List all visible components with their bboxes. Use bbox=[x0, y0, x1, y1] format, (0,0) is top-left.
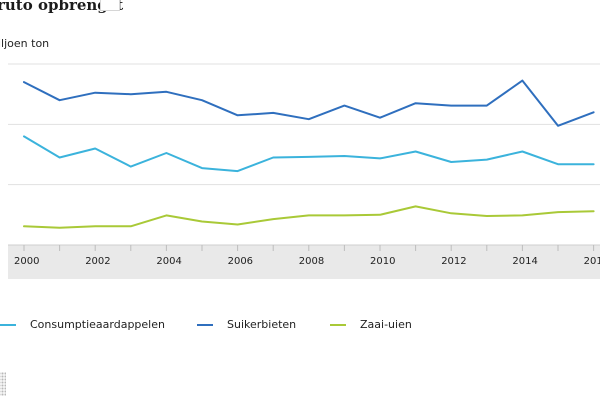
chart-legend: Consumptieaardappelen Suikerbieten Zaai-… bbox=[0, 318, 600, 338]
series-line-consumptieaardappelen bbox=[23, 135, 595, 173]
x-tick-label: 2012 bbox=[441, 256, 466, 267]
x-tick-label: 2000 bbox=[14, 256, 39, 267]
x-tick-label: 2008 bbox=[299, 256, 324, 267]
x-tick-label: 2014 bbox=[512, 256, 537, 267]
legend-label-suikerbieten: Suikerbieten bbox=[227, 318, 297, 331]
title-box-edge bbox=[100, 0, 120, 11]
y-axis-unit-label: iljoen ton bbox=[0, 37, 50, 50]
x-tick-label: 2010 bbox=[370, 256, 395, 267]
legend-label-zaai-uien: Zaai-uien bbox=[360, 318, 412, 331]
x-tick-label: 2004 bbox=[156, 256, 181, 267]
resize-grip bbox=[0, 372, 6, 396]
legend-swatch-zaai-uien bbox=[330, 323, 346, 326]
chart-title: ruto opbrengst bbox=[0, 0, 124, 14]
line-chart: 2000 2002 2004 2006 2008 2010 2012 2014 201 bbox=[8, 63, 600, 279]
legend-item-suikerbieten: Suikerbieten bbox=[197, 318, 296, 331]
x-tick-label: 201 bbox=[584, 256, 600, 267]
legend-item-zaai-uien: Zaai-uien bbox=[330, 318, 412, 331]
series-line-zaai-uien bbox=[23, 205, 595, 229]
legend-swatch-suikerbieten bbox=[197, 323, 213, 326]
series-line-suikerbieten bbox=[23, 79, 595, 127]
legend-item-consumptie: Consumptieaardappelen bbox=[0, 318, 165, 331]
legend-swatch-consumptie bbox=[0, 323, 16, 326]
x-axis-band bbox=[8, 245, 600, 279]
x-tick-label: 2006 bbox=[228, 256, 253, 267]
legend-label-consumptie: Consumptieaardappelen bbox=[30, 318, 165, 331]
x-tick-label: 2002 bbox=[85, 256, 110, 267]
